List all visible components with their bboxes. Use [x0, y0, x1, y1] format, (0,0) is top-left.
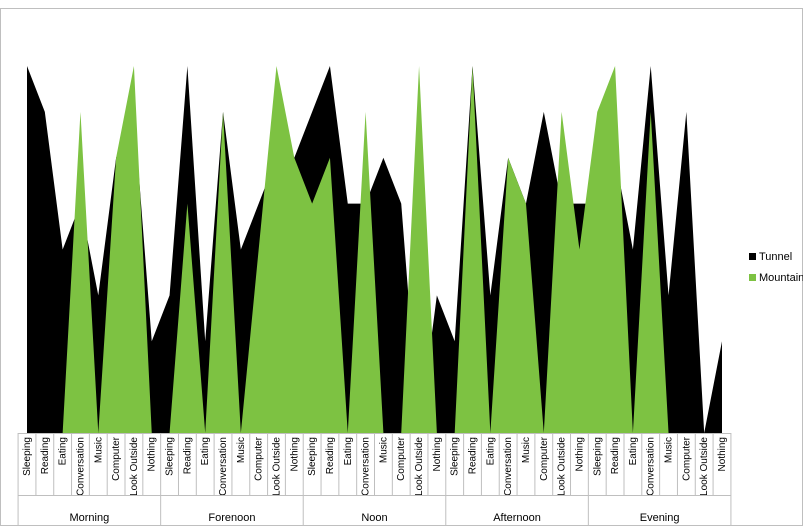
- x-tick-label: Reading: [182, 437, 193, 474]
- legend-label: Tunnel: [759, 251, 792, 263]
- area: [27, 66, 722, 433]
- group-label: Morning: [69, 512, 109, 524]
- x-tick-label: Sleeping: [592, 437, 603, 476]
- x-tick-label: Look Outside: [414, 437, 425, 496]
- x-tick-label: Music: [521, 437, 532, 463]
- group-label: Evening: [640, 512, 680, 524]
- legend-label: Mountain: [759, 272, 803, 284]
- x-tick-label: Conversation: [218, 437, 229, 496]
- x-tick-label: Computer: [539, 436, 550, 481]
- x-tick-label: Music: [664, 437, 675, 463]
- x-tick-label: Nothing: [147, 437, 158, 471]
- x-tick-label: Music: [93, 437, 104, 463]
- x-tick-label: Reading: [40, 437, 51, 474]
- group-label: Forenoon: [208, 512, 255, 524]
- x-tick-label: Reading: [610, 437, 621, 474]
- x-tick-label: Sleeping: [450, 437, 461, 476]
- x-tick-label: Sleeping: [22, 437, 33, 476]
- x-tick-label: Sleeping: [165, 437, 176, 476]
- group-label: Noon: [361, 512, 387, 524]
- x-tick-label: Eating: [485, 437, 496, 465]
- x-tick-label: Conversation: [646, 437, 657, 496]
- x-tick-label: Computer: [681, 436, 692, 481]
- x-tick-label: Eating: [200, 437, 211, 465]
- x-tick-label: Conversation: [503, 437, 514, 496]
- x-tick-label: Eating: [628, 437, 639, 465]
- x-tick-label: Eating: [58, 437, 69, 465]
- x-tick-label: Sleeping: [307, 437, 318, 476]
- x-tick-label: Look Outside: [129, 437, 140, 496]
- x-tick-label: Reading: [325, 437, 336, 474]
- legend-swatch: [749, 253, 756, 260]
- x-tick-label: Look Outside: [271, 437, 282, 496]
- x-tick-label: Look Outside: [699, 437, 710, 496]
- x-tick-label: Look Outside: [557, 437, 568, 496]
- x-tick-label: Eating: [343, 437, 354, 465]
- x-tick-label: Nothing: [574, 437, 585, 471]
- group-label: Afternoon: [493, 512, 541, 524]
- x-tick-label: Computer: [396, 436, 407, 481]
- x-tick-label: Conversation: [75, 437, 86, 496]
- x-tick-label: Computer: [111, 436, 122, 481]
- x-tick-label: Nothing: [289, 437, 300, 471]
- x-tick-label: Reading: [468, 437, 479, 474]
- x-tick-label: Nothing: [432, 437, 443, 471]
- x-tick-label: Nothing: [717, 437, 728, 471]
- area: [27, 66, 722, 433]
- x-tick-label: Music: [236, 437, 247, 463]
- x-tick-label: Music: [378, 437, 389, 463]
- x-tick-label: Conversation: [361, 437, 372, 496]
- x-tick-label: Computer: [254, 436, 265, 481]
- legend-swatch: [749, 274, 756, 281]
